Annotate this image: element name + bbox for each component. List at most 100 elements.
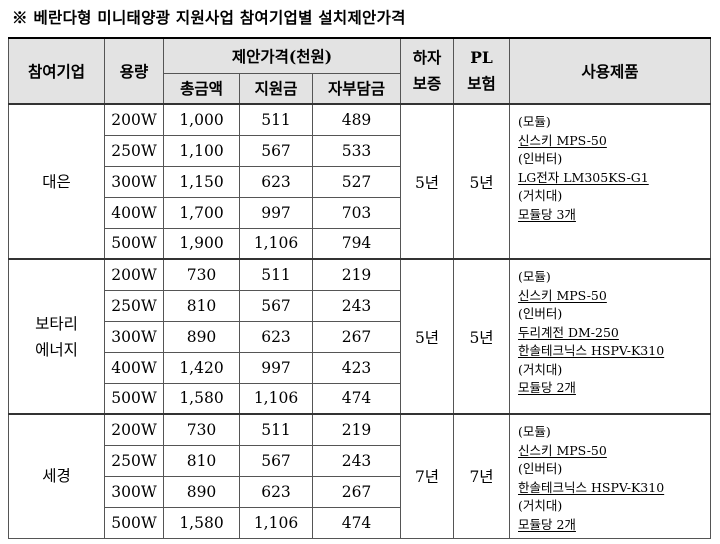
header-warranty-line1: 하자 — [412, 48, 442, 67]
subsidy-cell: 567 — [239, 289, 313, 322]
company-name: 세경 — [8, 413, 105, 539]
product-line: 신스키 MPS-50 — [518, 132, 607, 148]
self-pay-cell: 794 — [312, 227, 401, 260]
capacity-cell: 500W — [104, 506, 164, 539]
subsidy-cell: 997 — [239, 351, 313, 384]
header-pl-line1: PL — [470, 48, 493, 67]
table-row: 보타리 에너지 200W 730 511 219 5년 5년 (모듈) 신스키 MPS-50 (인버… — [8, 258, 711, 415]
capacity-cell: 500W — [104, 227, 164, 260]
table-row: 500W 1,580 1,106 474 — [9, 506, 711, 539]
company-name: 대은 — [8, 103, 105, 260]
product-line: 두리계전 DM-250 — [518, 324, 619, 340]
self-pay-cell: 267 — [312, 475, 401, 508]
product-line: 모듈당 2개 — [518, 380, 576, 395]
warranty-cell: 5년 — [400, 258, 454, 415]
capacity-cell: 250W — [104, 289, 164, 322]
self-pay-cell: 474 — [312, 506, 401, 539]
table-row: 세경 200W 730 511 219 7년 7년 (모듈) 신스키 MPS-50 (인버터) 한솔… — [8, 413, 711, 539]
header-products: 사용제품 — [509, 37, 711, 105]
product-line: (모듈) — [518, 424, 551, 439]
product-line: (모듈) — [518, 114, 551, 129]
self-pay-cell: 489 — [312, 103, 401, 136]
product-line: (인버터) — [518, 151, 563, 166]
total-cell: 1,700 — [163, 196, 240, 229]
subsidy-cell: 1,106 — [239, 506, 313, 539]
header-self-pay: 자부담금 — [312, 72, 401, 105]
self-pay-cell: 219 — [312, 258, 401, 291]
total-cell: 1,420 — [163, 351, 240, 384]
subsidy-cell: 567 — [239, 134, 313, 167]
self-pay-cell: 527 — [312, 165, 401, 198]
products-cell: (모듈) 신스키 MPS-50 (인버터) LG전자 LM305KS-G1 (거치대) 모… — [509, 103, 711, 260]
capacity-cell: 250W — [104, 444, 164, 477]
total-cell: 810 — [163, 289, 240, 322]
subsidy-cell: 623 — [239, 165, 313, 198]
header-company: 참여기업 — [8, 37, 105, 105]
total-cell: 810 — [163, 444, 240, 477]
total-cell: 1,580 — [163, 506, 240, 539]
capacity-cell: 500W — [104, 382, 164, 415]
warranty-cell: 7년 — [400, 413, 454, 539]
subsidy-cell: 623 — [239, 320, 313, 353]
capacity-cell: 200W — [104, 258, 164, 291]
capacity-cell: 200W — [104, 103, 164, 136]
pl-cell: 7년 — [453, 413, 510, 539]
total-cell: 1,580 — [163, 382, 240, 415]
header-warranty: 하자 보증 — [400, 37, 454, 105]
header-price-group: 제안가격(천원) — [163, 37, 401, 74]
total-cell: 890 — [163, 475, 240, 508]
product-line: 신스키 MPS-50 — [518, 442, 607, 458]
subsidy-cell: 1,106 — [239, 227, 313, 260]
product-line: 신스키 MPS-50 — [518, 287, 607, 303]
capacity-cell: 250W — [104, 134, 164, 167]
table-body: 대은 200W 1,000 511 489 5년 5년 (모듈) 신스키 MPS-50 (인버터)… — [8, 103, 711, 539]
company-name-line: 보타리 — [35, 314, 78, 333]
product-line: 한솔테크닉스 HSPV-K310 — [518, 343, 665, 358]
header-pl-line2: 보험 — [467, 74, 496, 93]
product-line: (거치대) — [518, 361, 563, 377]
self-pay-cell: 703 — [312, 196, 401, 229]
subsidy-cell: 623 — [239, 475, 313, 508]
table-row: 300W 890 623 267 — [9, 320, 711, 353]
table-row: 300W 1,150 623 527 — [9, 165, 711, 198]
table-row: 500W 1,580 1,106 474 — [9, 382, 711, 415]
capacity-cell: 400W — [104, 351, 164, 384]
total-cell: 1,150 — [163, 165, 240, 198]
pl-cell: 5년 — [453, 103, 510, 260]
subsidy-cell: 511 — [239, 413, 313, 446]
total-cell: 730 — [163, 258, 240, 291]
subsidy-cell: 511 — [239, 258, 313, 291]
product-line: 모듈당 3개 — [518, 206, 576, 222]
header-pl: PL 보험 — [453, 37, 510, 105]
capacity-cell: 200W — [104, 413, 164, 446]
table-row: 250W 810 567 243 — [9, 289, 711, 322]
subsidy-cell: 511 — [239, 103, 313, 136]
company-name-line: 대은 — [42, 172, 71, 191]
total-cell: 890 — [163, 320, 240, 353]
header-total: 총금액 — [163, 72, 240, 105]
self-pay-cell: 243 — [312, 289, 401, 322]
product-line: (모듈) — [518, 269, 551, 284]
products-cell: (모듈) 신스키 MPS-50 (인버터) 두리계전 DM-250 한솔테크닉스 HSP… — [509, 258, 711, 415]
total-cell: 1,000 — [163, 103, 240, 136]
table-row: 대은 200W 1,000 511 489 5년 5년 (모듈) 신스키 MPS-50 (인버터)… — [8, 103, 711, 260]
product-line: (인버터) — [518, 461, 563, 476]
table-row: 250W 1,100 567 533 — [9, 134, 711, 167]
self-pay-cell: 423 — [312, 351, 401, 384]
page-title: ※ 베란다형 미니태양광 지원사업 참여기업별 설치제안가격 — [12, 8, 406, 27]
products-cell: (모듈) 신스키 MPS-50 (인버터) 한솔테크닉스 HSPV-K310 (거치대)… — [509, 413, 711, 539]
table-row: 400W 1,420 997 423 — [9, 351, 711, 384]
subsidy-cell: 1,106 — [239, 382, 313, 415]
self-pay-cell: 219 — [312, 413, 401, 446]
price-table: 참여기업 용량 제안가격(천원) 하자 보증 PL 보험 사용제품 총금액 지원… — [8, 37, 711, 539]
table-row: 500W 1,900 1,106 794 — [9, 227, 711, 260]
product-line: 한솔테크닉스 HSPV-K310 — [518, 479, 665, 495]
total-cell: 1,900 — [163, 227, 240, 260]
capacity-cell: 400W — [104, 196, 164, 229]
subsidy-cell: 567 — [239, 444, 313, 477]
subsidy-cell: 997 — [239, 196, 313, 229]
product-line: (인버터) — [518, 306, 563, 321]
total-cell: 1,100 — [163, 134, 240, 167]
company-name-line: 에너지 — [35, 340, 78, 359]
warranty-cell: 5년 — [400, 103, 454, 260]
